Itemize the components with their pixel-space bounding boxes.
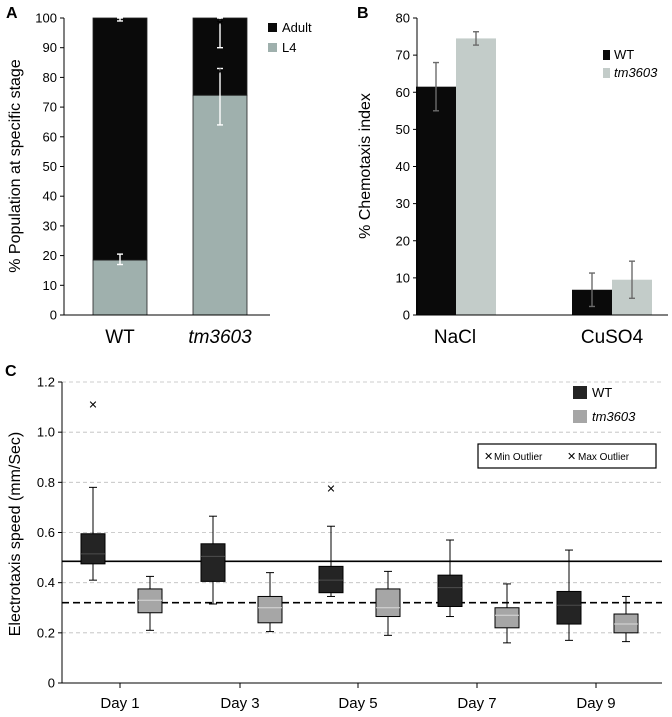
outlier-legend-box	[477, 443, 657, 469]
legend-swatch-adult	[268, 23, 277, 32]
panel-c-y-tick-label: 0.8	[37, 475, 55, 490]
bar-tm3603-NaCl	[456, 38, 496, 315]
panel-b-y-axis-label: % Chemotaxis index	[357, 93, 374, 239]
legend-label-tm3603-box: tm3603	[592, 409, 636, 424]
panel-c-x-tick-label: Day 3	[220, 695, 259, 712]
bar-l4-tm3603	[192, 94, 248, 316]
box-WT-day-3	[200, 543, 226, 582]
legend-swatch-tm3603	[603, 68, 610, 78]
bar-l4-WT	[92, 259, 148, 316]
legend-swatch-wt-box	[573, 386, 587, 399]
legend-swatch-l4	[268, 43, 277, 52]
box-tm3603-day-3	[257, 595, 283, 624]
max-outlier-marker-icon: ✕	[567, 451, 576, 463]
panel-c-y-tick-label: 0.2	[37, 625, 55, 640]
panel-b-y-tick-label: 80	[396, 11, 410, 26]
panel-c-y-tick-label: 0.6	[37, 525, 55, 540]
legend-label-wt: WT	[614, 47, 634, 62]
panel-a: A % Population at specific stage * * 0 10 20…	[6, 5, 312, 348]
panel-b-letter: B	[357, 5, 369, 22]
panel-c: C Electrotaxis speed (mm/Sec) ✕ Day 1 Day …	[5, 363, 662, 712]
box-WT-day-1	[80, 533, 106, 565]
outlier-legend-max-label: Max Outlier	[578, 452, 630, 463]
box-WT-day-5	[318, 565, 344, 594]
panel-a-y-tick-label: 100	[35, 11, 57, 26]
legend-label-adult: Adult	[282, 20, 312, 35]
panel-a-y-tick-label: 40	[43, 189, 57, 204]
panel-c-y-axis-label: Electrotaxis speed (mm/Sec)	[7, 432, 24, 637]
legend-label-wt-box: WT	[592, 385, 612, 400]
panel-b-y-tick-label: 50	[396, 122, 410, 137]
panel-c-x-tick-label: Day 1	[100, 695, 139, 712]
panel-a-y-tick-label: 60	[43, 129, 57, 144]
box-tm3603-day-7	[494, 607, 520, 629]
legend-label-l4: L4	[282, 40, 296, 55]
min-outlier-marker-icon: ✕	[484, 451, 493, 463]
panel-b-y-tick-label: 40	[396, 159, 410, 174]
outlier-marker-WT-day-5: ✕	[326, 484, 335, 496]
panel-c-y-tick-label: 1.0	[37, 425, 55, 440]
outlier-legend-min-label: Min Outlier	[494, 452, 543, 463]
significance-asterisk-adult: *	[217, 17, 224, 34]
panel-b-x-label-cuso4: CuSO4	[581, 327, 644, 348]
panel-a-y-tick-label: 10	[43, 278, 57, 293]
panel-a-y-tick-label: 50	[43, 159, 57, 174]
panel-a-y-axis-label: % Population at specific stage	[7, 59, 24, 273]
outlier-marker-WT-day-1: ✕	[88, 400, 97, 412]
panel-a-x-label-tm3603: tm3603	[188, 327, 252, 348]
panel-c-y-tick-label: 0.4	[37, 575, 55, 590]
panel-b-y-tick-label: 70	[396, 48, 410, 63]
panel-c-y-tick-label: 0	[48, 676, 55, 691]
panel-b-y-tick-label: 30	[396, 196, 410, 211]
panel-a-y-tick-label: 90	[43, 40, 57, 55]
significance-asterisk-l4: *	[217, 65, 223, 82]
panel-b-y-tick-label: 20	[396, 233, 410, 248]
panel-a-y-tick-label: 80	[43, 70, 57, 85]
panel-c-x-tick-label: Day 5	[338, 695, 377, 712]
legend-swatch-tm3603-box	[573, 410, 587, 423]
box-WT-day-7	[437, 574, 463, 607]
legend-swatch-wt	[603, 50, 610, 60]
legend-label-tm3603: tm3603	[614, 65, 658, 80]
panel-a-letter: A	[6, 5, 18, 22]
panel-a-y-tick-label: 70	[43, 100, 57, 115]
panel-a-y-tick-label: 30	[43, 218, 57, 233]
box-tm3603-day-1	[137, 588, 163, 614]
panel-b-y-tick-label: 0	[403, 308, 410, 323]
panel-a-x-label-wt: WT	[105, 327, 135, 348]
panel-b-y-tick-label: 60	[396, 85, 410, 100]
panel-c-x-tick-label: Day 7	[457, 695, 496, 712]
box-tm3603-day-9	[613, 613, 639, 634]
panel-b-y-tick-label: 10	[396, 270, 410, 285]
panel-a-y-tick-label: 20	[43, 248, 57, 263]
bar-WT-NaCl	[416, 86, 456, 316]
panel-a-y-tick-label: 0	[50, 308, 57, 323]
bar-adult-WT	[92, 17, 148, 261]
panel-b: B % Chemotaxis index 0 10 20 30 40 50 60 70 80 N…	[357, 5, 668, 348]
panel-c-y-tick-label: 1.2	[37, 375, 55, 390]
panel-b-x-label-nacl: NaCl	[434, 327, 476, 348]
panel-c-letter: C	[5, 363, 17, 380]
box-tm3603-day-5	[375, 588, 401, 618]
panel-c-x-tick-label: Day 9	[576, 695, 615, 712]
box-WT-day-9	[556, 590, 582, 625]
